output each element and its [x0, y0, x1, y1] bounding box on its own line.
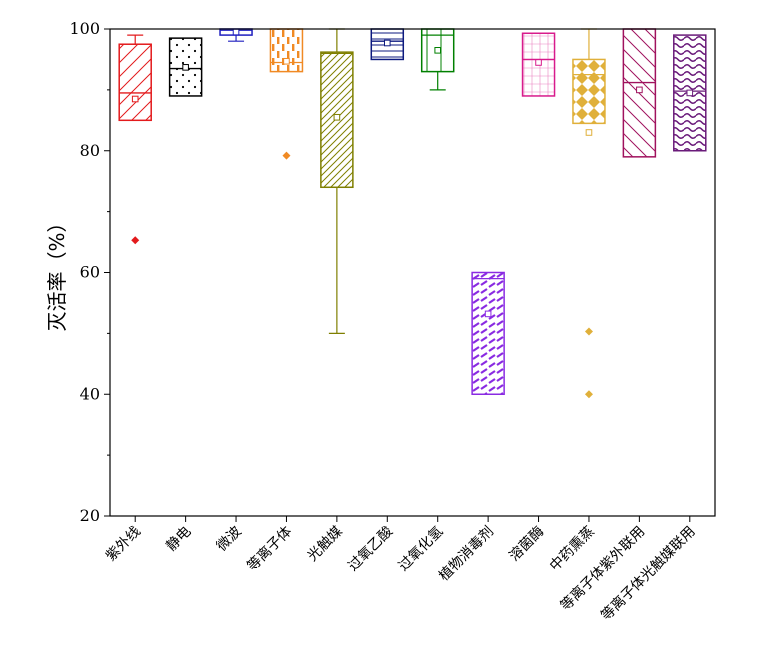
mean-marker — [686, 89, 694, 97]
x-category-label: 过氧化氢 — [396, 524, 447, 575]
box-body — [471, 271, 505, 395]
box-1 — [118, 34, 152, 245]
box-5 — [320, 28, 354, 334]
x-category-label: 紫外线 — [103, 524, 144, 565]
box-8 — [471, 271, 505, 395]
outlier-point — [584, 390, 593, 399]
mean-marker — [131, 95, 139, 103]
x-category-label: 等离子体 — [244, 523, 296, 575]
mean-marker — [232, 28, 240, 36]
box-11 — [622, 28, 657, 158]
y-tick-label: 20 — [80, 506, 100, 525]
x-category-label: 过氧乙酸 — [345, 524, 396, 575]
x-category-label: 等离子体光触媒联用 — [598, 523, 699, 624]
outlier-point — [584, 327, 593, 336]
y-tick-label: 80 — [80, 141, 100, 160]
mean-marker — [434, 47, 442, 54]
mean-marker — [182, 64, 189, 71]
mean-marker — [383, 39, 391, 47]
box-6 — [370, 28, 405, 61]
y-axis-title: 灭活率（%） — [45, 212, 69, 331]
box-body — [118, 43, 152, 122]
x-category-label: 微波 — [214, 524, 245, 555]
mean-marker — [585, 129, 593, 136]
box-body — [269, 28, 304, 73]
mean-marker — [283, 57, 290, 65]
box-3 — [219, 28, 253, 42]
y-axis: 20 40 60 80 100 — [69, 19, 110, 525]
box-body — [420, 28, 455, 73]
mean-marker — [535, 59, 542, 66]
y-tick-label: 60 — [80, 263, 100, 282]
box-series-group — [118, 28, 707, 399]
y-tick-label: 100 — [69, 19, 100, 38]
box-7 — [420, 28, 455, 91]
box-body — [572, 58, 606, 125]
x-category-label: 溶菌酶 — [506, 524, 547, 565]
box-10 — [572, 28, 606, 399]
box-12 — [673, 34, 707, 152]
y-tick-label: 40 — [80, 384, 100, 403]
mean-marker — [636, 86, 643, 94]
box-body — [320, 51, 354, 189]
outlier-point — [282, 151, 291, 160]
box-4 — [269, 28, 304, 160]
box-9 — [521, 32, 556, 97]
outlier-point — [131, 236, 140, 245]
mean-marker — [333, 113, 341, 121]
mean-marker — [484, 310, 492, 318]
x-category-label: 静电 — [163, 524, 194, 555]
x-category-label: 等离子体紫外联用 — [557, 523, 648, 614]
box-2 — [168, 37, 203, 97]
x-category-label: 植物消毒剂 — [436, 524, 497, 585]
x-category-label: 光触媒 — [305, 524, 346, 565]
x-category-label: 中药熏蒸 — [547, 524, 598, 575]
